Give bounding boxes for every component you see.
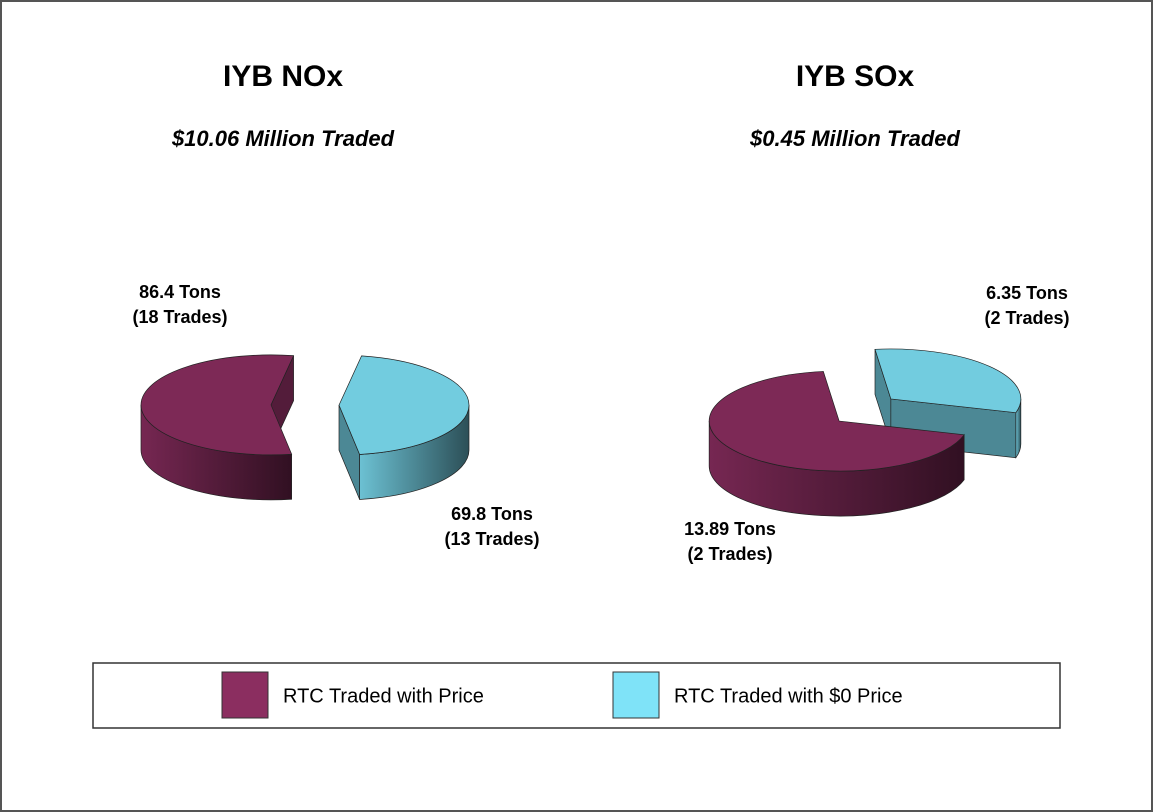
chart-subtitle: $10.06 Million Traded	[171, 126, 395, 151]
legend-swatch	[221, 671, 269, 719]
chart-title: IYB SOx	[796, 60, 915, 93]
slice	[874, 348, 1022, 414]
data-label: (2 Trades)	[687, 544, 772, 564]
data-label: 13.89 Tons	[684, 519, 776, 539]
data-label: (13 Trades)	[444, 529, 539, 549]
legend-label: RTC Traded with $0 Price	[674, 685, 903, 707]
slice	[140, 354, 295, 456]
legend-swatch	[612, 671, 660, 719]
slice	[708, 371, 965, 472]
data-label: 69.8 Tons	[451, 504, 533, 524]
slice	[338, 355, 470, 455]
data-label: (2 Trades)	[984, 308, 1069, 328]
data-label: 86.4 Tons	[139, 282, 221, 302]
data-label: (18 Trades)	[132, 307, 227, 327]
chart-subtitle: $0.45 Million Traded	[749, 126, 960, 151]
legend-label: RTC Traded with Price	[283, 685, 484, 707]
chart-title: IYB NOx	[223, 60, 343, 93]
data-label: 6.35 Tons	[986, 283, 1068, 303]
